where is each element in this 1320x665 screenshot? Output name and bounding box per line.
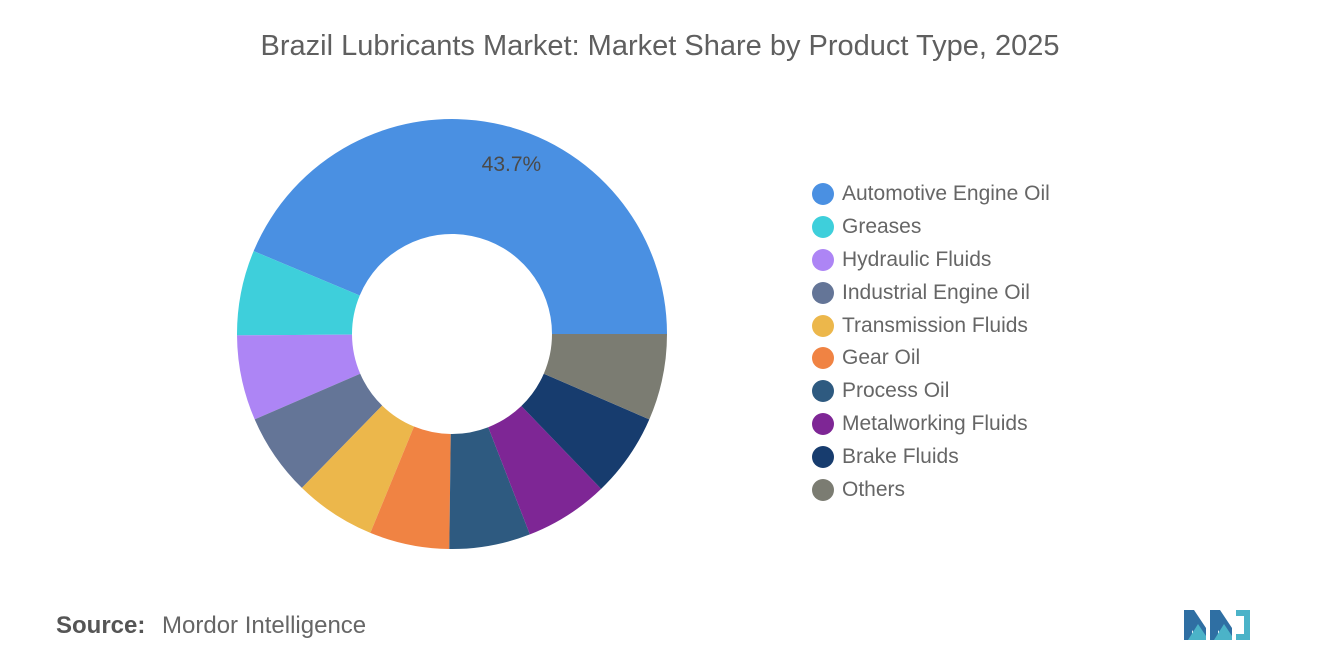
chart-legend: Automotive Engine Oil Greases Hydraulic Fl… [812, 178, 1050, 506]
legend-item-greases: Greases [812, 211, 1050, 244]
legend-label: Automotive Engine Oil [842, 182, 1050, 206]
legend-swatch [812, 445, 834, 468]
chart-title-area: Brazil Lubricants Market: Market Share b… [0, 0, 1320, 80]
slice-automotive-engine-oil [253, 118, 667, 334]
data-label-automotive-engine-oil: 43.7% [482, 153, 542, 176]
source-value: Mordor Intelligence [162, 612, 367, 639]
slice-industrial-engine-oil [254, 373, 383, 488]
legend-item-gear-oil: Gear Oil [812, 342, 1050, 375]
legend-swatch [812, 314, 834, 337]
legend-swatch [812, 248, 834, 271]
legend-swatch [812, 412, 834, 435]
source-label: Source: [56, 612, 146, 639]
slice-transmission-fluids [301, 405, 415, 533]
legend-item-metalworking-fluids: Metalworking Fluids [812, 408, 1050, 441]
legend-swatch [812, 380, 834, 403]
legend-item-brake-fluids: Brake Fluids [812, 440, 1050, 473]
legend-swatch [812, 347, 834, 370]
legend-item-process-oil: Process Oil [812, 375, 1050, 408]
slice-greases [236, 251, 360, 336]
slice-hydraulic-fluids [237, 334, 361, 420]
donut-chart: 43.7% [236, 118, 667, 549]
legend-item-transmission-fluids: Transmission Fluids [812, 309, 1050, 342]
slice-metalworking-fluids [488, 406, 602, 535]
legend-swatch [812, 478, 834, 501]
legend-item-automotive-engine-oil: Automotive Engine Oil [812, 178, 1050, 211]
legend-label: Greases [842, 215, 922, 239]
slice-others [543, 334, 667, 420]
legend-label: Industrial Engine Oil [842, 280, 1030, 304]
legend-label: Gear Oil [842, 346, 921, 370]
legend-swatch [812, 216, 834, 239]
legend-swatch [812, 183, 834, 206]
chart-title: Brazil Lubricants Market: Market Share b… [260, 30, 1060, 62]
mordor-logo-icon [1184, 610, 1250, 640]
slice-brake-fluids [521, 373, 650, 489]
slice-gear-oil [370, 426, 451, 549]
legend-label: Transmission Fluids [842, 313, 1028, 337]
legend-label: Process Oil [842, 379, 950, 403]
legend-item-others: Others [812, 473, 1050, 506]
source-note: Source: Mordor Intelligence [56, 612, 366, 640]
legend-label: Brake Fluids [842, 444, 959, 468]
legend-item-hydraulic-fluids: Hydraulic Fluids [812, 244, 1050, 277]
legend-label: Others [842, 477, 906, 501]
legend-item-industrial-engine-oil: Industrial Engine Oil [812, 276, 1050, 309]
legend-label: Metalworking Fluids [842, 411, 1028, 435]
legend-label: Hydraulic Fluids [842, 247, 992, 271]
slice-process-oil [449, 427, 530, 549]
legend-swatch [812, 281, 834, 304]
